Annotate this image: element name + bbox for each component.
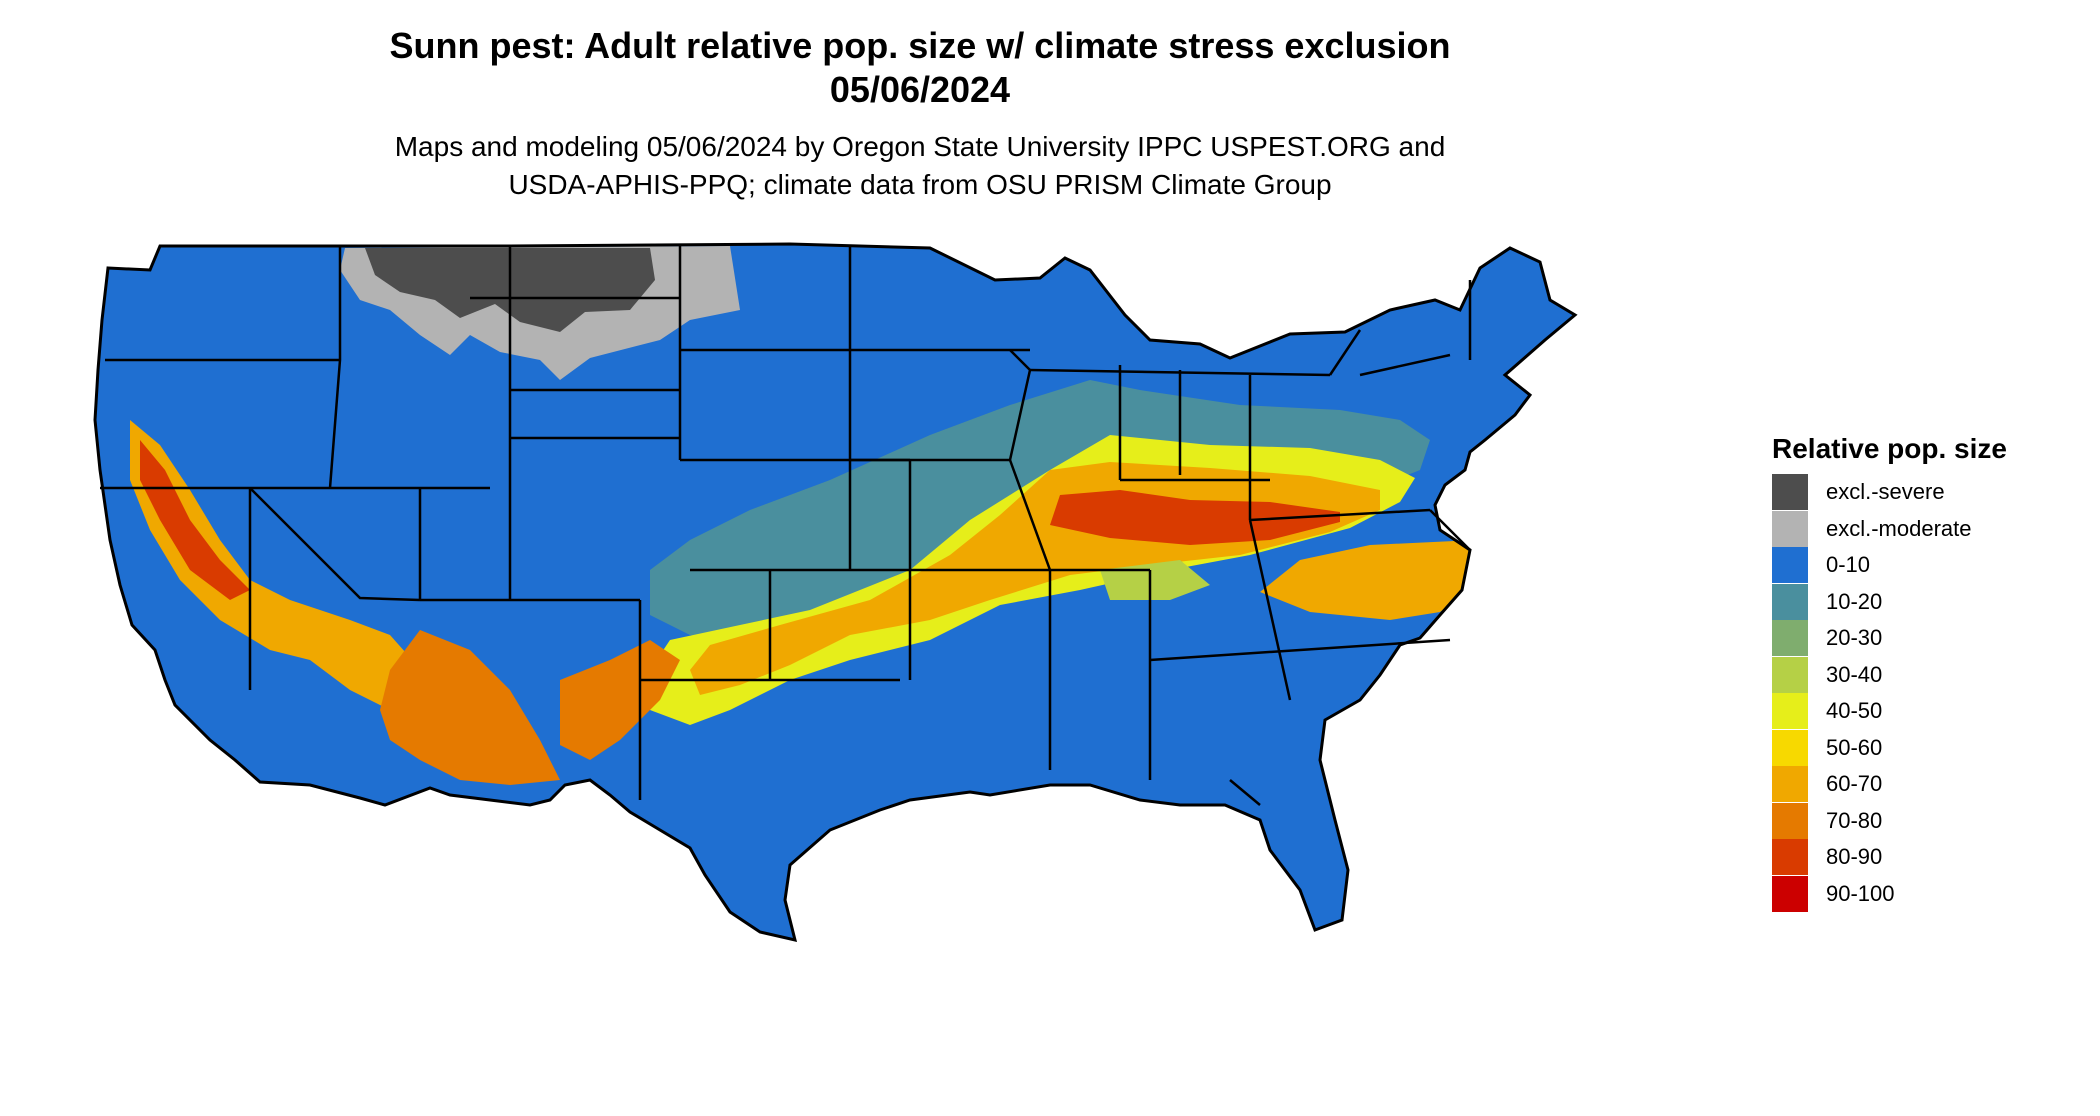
legend-item: 30-40 [1772, 656, 2092, 694]
map-subtitle: Maps and modeling 05/06/2024 by Oregon S… [0, 128, 1840, 204]
band-80-90 [1050, 490, 1340, 545]
us-outline [93, 242, 1578, 943]
legend-swatch [1772, 693, 1808, 730]
band-southwest [380, 630, 560, 785]
legend-swatch [1772, 583, 1808, 620]
legend-label: excl.-severe [1826, 479, 1945, 505]
legend-swatch [1772, 656, 1808, 693]
legend-item: excl.-severe [1772, 474, 2092, 511]
legend-swatch [1772, 766, 1808, 803]
legend-item: 80-90 [1772, 839, 2092, 876]
subtitle-line-2: USDA-APHIS-PPQ; climate data from OSU PR… [508, 169, 1332, 200]
us-map [93, 242, 1578, 943]
band-california-hot [140, 440, 250, 600]
legend-item: excl.-moderate [1772, 510, 2092, 548]
legend-label: excl.-moderate [1826, 515, 1972, 541]
map-raster [93, 242, 1578, 943]
legend-item: 10-20 [1772, 583, 2092, 621]
band-60-70-carolina [1260, 540, 1475, 620]
band-new-mexico [560, 640, 680, 760]
legend-label: 30-40 [1826, 661, 1883, 687]
legend-item: 40-50 [1772, 693, 2092, 730]
legend-swatch [1772, 729, 1808, 766]
state-borders [100, 246, 1472, 806]
map-title: Sunn pest: Adult relative pop. size w/ c… [0, 24, 1840, 112]
legend-label: 40-50 [1826, 698, 1883, 724]
legend-swatch [1772, 620, 1808, 657]
legend: Relative pop. size excl.-severe excl.-mod… [1772, 432, 2092, 912]
legend-label: 10-20 [1826, 588, 1883, 614]
legend-item: 60-70 [1772, 766, 2092, 803]
legend-item: 0-10 [1772, 547, 2092, 584]
legend-item: 70-80 [1772, 802, 2092, 840]
legend-swatch [1772, 839, 1808, 876]
band-california [130, 420, 450, 740]
legend-items: excl.-severe excl.-moderate 0-10 10-20 20-30… [1772, 474, 2092, 912]
legend-label: 20-30 [1826, 625, 1883, 651]
legend-label: 70-80 [1826, 807, 1883, 833]
legend-swatch [1772, 875, 1808, 912]
legend-label: 0-10 [1826, 552, 1871, 578]
title-date: 05/06/2024 [829, 69, 1011, 110]
legend-label: 80-90 [1826, 844, 1883, 870]
legend-swatch [1772, 547, 1808, 584]
legend-item: 90-100 [1772, 875, 2092, 913]
legend-swatch [1772, 802, 1808, 839]
title-text: Sunn pest: Adult relative pop. size w/ c… [389, 25, 1451, 66]
legend-item: 50-60 [1772, 729, 2092, 767]
legend-item: 20-30 [1772, 620, 2092, 657]
subtitle-line-1: Maps and modeling 05/06/2024 by Oregon S… [394, 131, 1446, 162]
legend-label: 90-100 [1826, 880, 1895, 906]
legend-swatch [1772, 474, 1808, 511]
legend-swatch [1772, 510, 1808, 547]
legend-title: Relative pop. size [1772, 433, 2007, 464]
legend-label: 60-70 [1826, 771, 1883, 797]
legend-label: 50-60 [1826, 734, 1883, 760]
